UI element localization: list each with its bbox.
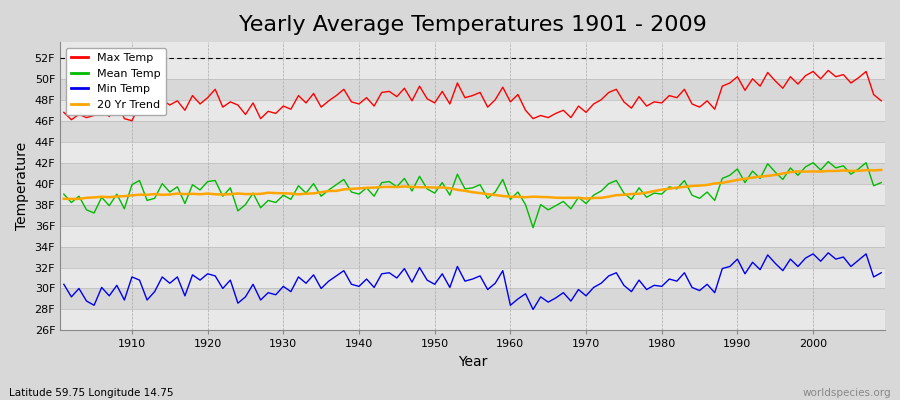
Bar	[60, 100, 885, 121]
Text: Latitude 59.75 Longitude 14.75: Latitude 59.75 Longitude 14.75	[9, 388, 174, 398]
Bar	[60, 142, 885, 163]
Y-axis label: Temperature: Temperature	[15, 142, 29, 230]
X-axis label: Year: Year	[458, 355, 487, 369]
Bar	[60, 226, 885, 246]
Bar	[60, 163, 885, 184]
Bar	[60, 310, 885, 330]
Title: Yearly Average Temperatures 1901 - 2009: Yearly Average Temperatures 1901 - 2009	[238, 15, 706, 35]
Legend: Max Temp, Mean Temp, Min Temp, 20 Yr Trend: Max Temp, Mean Temp, Min Temp, 20 Yr Tre…	[66, 48, 166, 116]
Bar	[60, 288, 885, 310]
Bar	[60, 121, 885, 142]
Bar	[60, 246, 885, 268]
Bar	[60, 58, 885, 79]
Bar	[60, 268, 885, 288]
Bar	[60, 205, 885, 226]
Bar	[60, 184, 885, 205]
Text: worldspecies.org: worldspecies.org	[803, 388, 891, 398]
Bar	[60, 79, 885, 100]
